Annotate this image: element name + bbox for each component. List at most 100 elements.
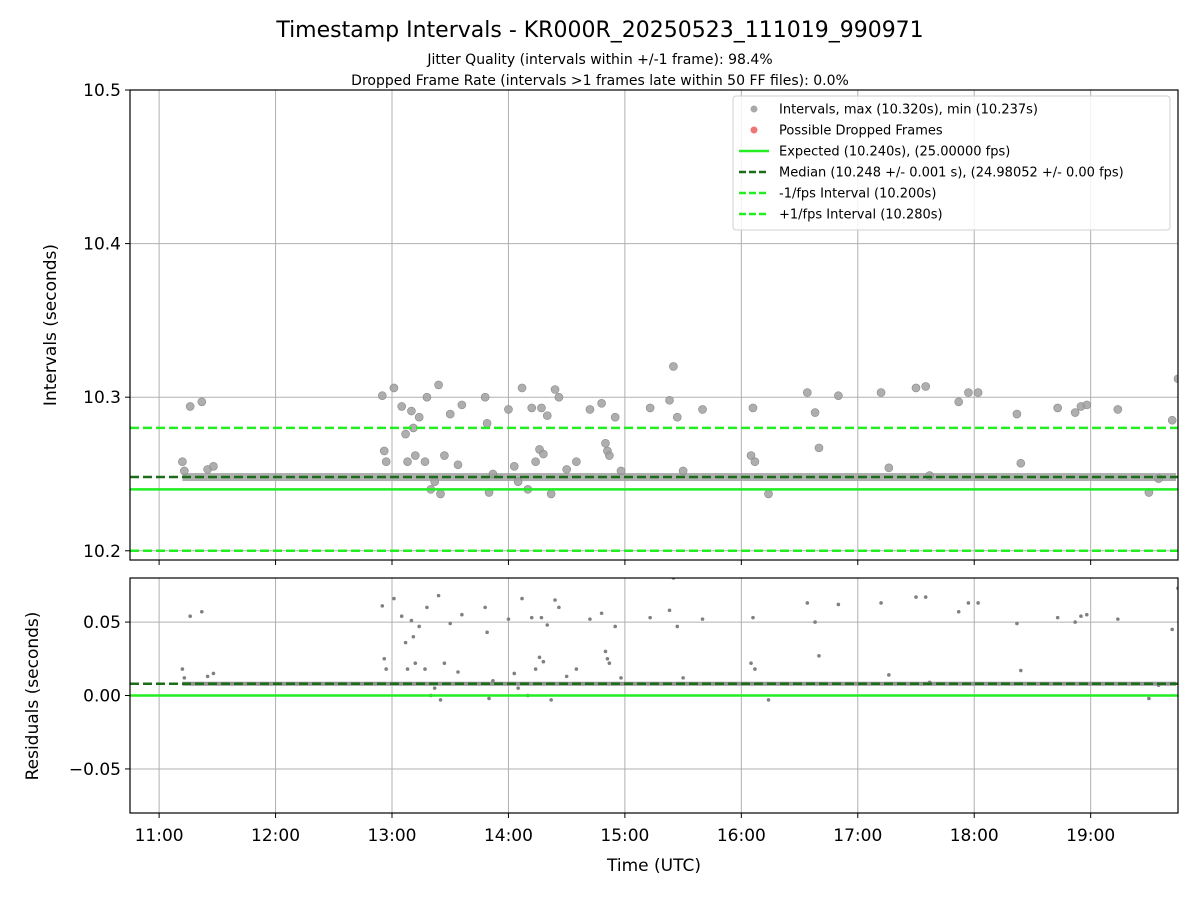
residual-point bbox=[613, 624, 617, 629]
interval-point bbox=[550, 385, 560, 394]
interval-point bbox=[1053, 403, 1062, 413]
residual-point bbox=[607, 661, 612, 665]
residual-point bbox=[603, 649, 608, 654]
residual-point bbox=[432, 686, 437, 690]
residual-point bbox=[1170, 627, 1174, 632]
residual-point bbox=[483, 605, 487, 610]
y-tick-label: 10.3 bbox=[83, 388, 121, 408]
interval-point bbox=[517, 383, 527, 393]
plot-frame bbox=[129, 89, 1179, 561]
residual-point bbox=[485, 630, 489, 635]
legend-label: Intervals, max (10.320s), min (10.237s) bbox=[779, 103, 1038, 118]
interval-point bbox=[585, 405, 595, 414]
residual-point bbox=[766, 698, 771, 702]
chart-subtitle-jitter: Jitter Quality (intervals within +/-1 fr… bbox=[426, 52, 772, 68]
interval-point bbox=[748, 403, 758, 413]
residual-point bbox=[182, 676, 187, 680]
interval-point bbox=[513, 477, 523, 486]
interval-point bbox=[814, 443, 824, 453]
interval-point bbox=[397, 402, 407, 411]
residual-point bbox=[667, 608, 672, 613]
residual-point bbox=[1116, 617, 1120, 621]
x-tick-label: 13:00 bbox=[368, 826, 417, 846]
legend-dot-marker bbox=[750, 105, 758, 113]
y-tick-label: −0.05 bbox=[69, 760, 121, 780]
top-y-axis-label: Intervals (seconds) bbox=[41, 244, 61, 406]
interval-point bbox=[209, 462, 218, 471]
interval-point bbox=[834, 391, 843, 400]
residual-point bbox=[1073, 620, 1077, 624]
interval-point bbox=[453, 460, 463, 470]
residual-point bbox=[588, 617, 592, 621]
interval-point bbox=[605, 451, 614, 460]
residual-point bbox=[409, 618, 414, 623]
interval-point bbox=[1154, 474, 1163, 483]
residual-point bbox=[887, 673, 891, 677]
interval-point bbox=[554, 392, 564, 402]
interval-point bbox=[178, 457, 187, 466]
x-tick-label: 18:00 bbox=[950, 826, 999, 846]
residual-point bbox=[487, 696, 491, 701]
residual-point bbox=[700, 617, 705, 621]
residual-point bbox=[188, 614, 192, 618]
interval-point bbox=[921, 382, 931, 391]
x-tick-label: 17:00 bbox=[833, 826, 882, 846]
residual-point bbox=[976, 601, 980, 605]
interval-point bbox=[546, 489, 556, 499]
residual-point bbox=[553, 598, 557, 602]
x-tick-label: 19:00 bbox=[1066, 826, 1115, 846]
residual-point bbox=[460, 612, 464, 617]
interval-point bbox=[876, 388, 886, 397]
residual-point bbox=[545, 623, 550, 627]
residual-point bbox=[442, 661, 447, 665]
residual-point bbox=[382, 656, 387, 661]
y-tick-label: 10.4 bbox=[83, 235, 121, 255]
residual-point bbox=[438, 698, 443, 702]
interval-point bbox=[389, 383, 399, 393]
residual-point bbox=[1015, 621, 1019, 626]
interval-point bbox=[1173, 374, 1178, 384]
interval-point bbox=[616, 466, 626, 476]
x-tick-label: 12:00 bbox=[251, 826, 300, 846]
legend-label: -1/fps Interval (10.200s) bbox=[779, 187, 936, 202]
interval-point bbox=[504, 405, 513, 414]
interval-point bbox=[925, 471, 934, 480]
residual-point bbox=[1055, 615, 1060, 620]
legend-label: Possible Dropped Frames bbox=[779, 124, 943, 139]
residual-point bbox=[1190, 623, 1194, 627]
interval-point bbox=[810, 408, 820, 417]
interval-point bbox=[562, 465, 571, 474]
interval-point bbox=[1167, 415, 1177, 425]
chart-subtitle-dropped: Dropped Frame Rate (intervals >1 frames … bbox=[351, 73, 849, 89]
interval-point bbox=[884, 463, 894, 473]
residual-point bbox=[413, 661, 418, 665]
interval-point bbox=[381, 457, 391, 466]
residual-point bbox=[813, 620, 817, 624]
residual-point bbox=[619, 676, 623, 680]
residual-point bbox=[648, 615, 652, 620]
residual-point bbox=[380, 604, 385, 608]
interval-point bbox=[531, 457, 540, 466]
y-tick-label: 10.5 bbox=[83, 81, 121, 101]
residual-point bbox=[836, 602, 841, 607]
interval-point bbox=[430, 477, 439, 486]
x-tick-label: 11:00 bbox=[135, 826, 184, 846]
residual-point bbox=[605, 656, 610, 661]
residual-point bbox=[180, 667, 185, 671]
residual-point bbox=[599, 611, 604, 616]
legend-label: +1/fps Interval (10.280s) bbox=[779, 208, 943, 223]
interval-point bbox=[750, 457, 760, 466]
interval-point bbox=[403, 457, 412, 466]
interval-point bbox=[973, 388, 983, 397]
x-axis-label: Time (UTC) bbox=[606, 856, 701, 876]
residual-point bbox=[405, 667, 410, 671]
residual-point bbox=[520, 596, 524, 601]
y-tick-label: 10.2 bbox=[83, 542, 121, 562]
interval-point bbox=[1070, 408, 1080, 417]
interval-point bbox=[678, 466, 688, 476]
interval-point bbox=[480, 392, 490, 402]
interval-point bbox=[482, 419, 492, 428]
interval-point bbox=[509, 462, 519, 471]
interval-point bbox=[414, 412, 424, 422]
interval-point bbox=[610, 412, 620, 422]
